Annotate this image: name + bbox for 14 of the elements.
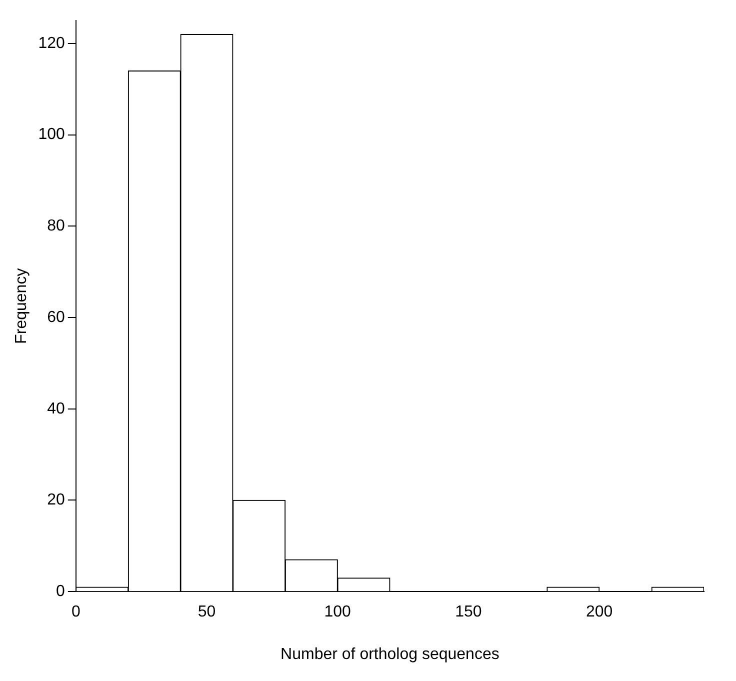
x-tick-label: 200 bbox=[586, 604, 613, 621]
y-tick-label: 120 bbox=[38, 34, 65, 52]
x-tick-label: 100 bbox=[324, 604, 352, 621]
y-tick-label: 40 bbox=[47, 400, 65, 418]
x-tick-label: 150 bbox=[455, 604, 482, 621]
y-tick-label: 0 bbox=[56, 583, 65, 600]
x-tick-label: 0 bbox=[71, 604, 80, 621]
y-tick-label: 80 bbox=[47, 218, 65, 235]
x-axis-title: Number of ortholog sequences bbox=[280, 646, 500, 663]
y-tick-label: 20 bbox=[47, 492, 65, 509]
x-tick-label: 50 bbox=[198, 604, 216, 621]
y-tick-label: 100 bbox=[38, 126, 65, 144]
y-tick-label: 60 bbox=[47, 308, 65, 326]
y-axis-title: Frequency bbox=[13, 268, 30, 344]
